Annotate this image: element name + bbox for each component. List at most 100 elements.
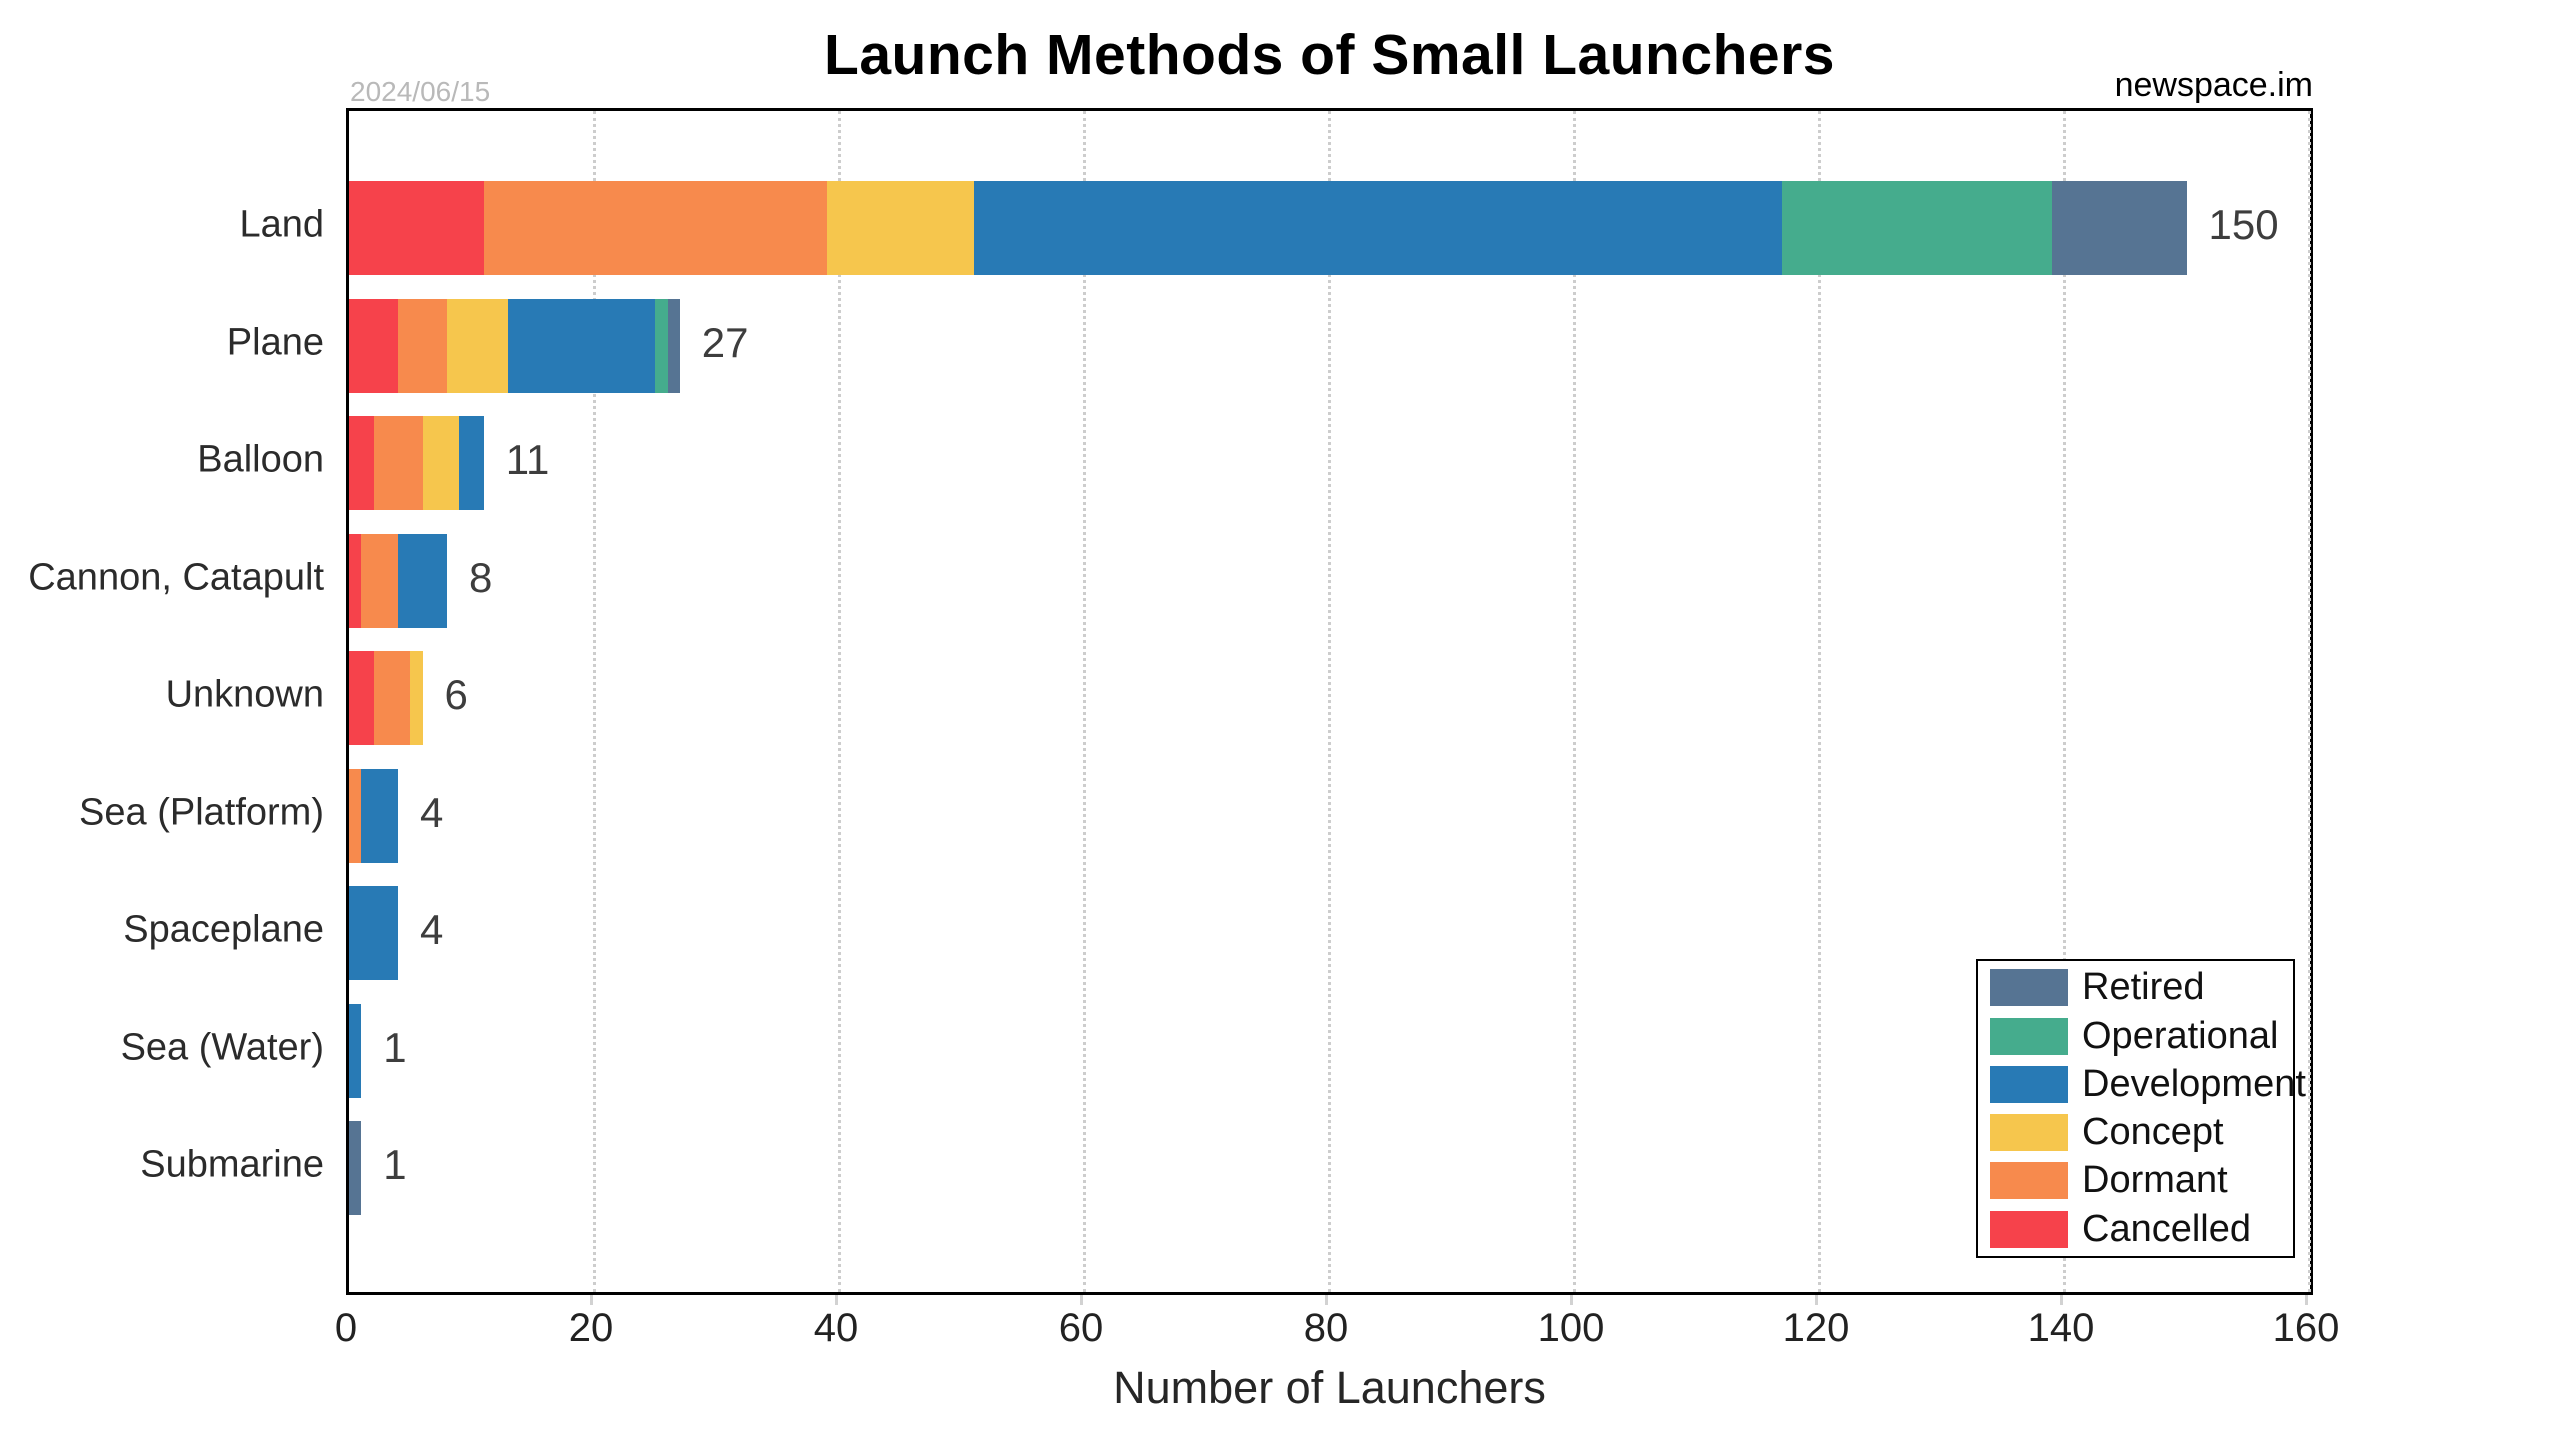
bar-segment-development <box>361 768 398 863</box>
legend-item-retired: Retired <box>1990 966 2293 1009</box>
bar-segment-operational <box>655 298 668 393</box>
bar <box>349 298 680 393</box>
x-tick-mark <box>1325 1295 1328 1305</box>
x-tick-mark <box>2305 1295 2308 1305</box>
legend: Retired Operational Development Concept Dorm… <box>1976 959 2306 1258</box>
bar <box>349 768 398 863</box>
legend-swatch-dormant <box>1990 1162 2068 1200</box>
legend-item-concept: Concept <box>1990 1111 2293 1154</box>
x-tick-label: 120 <box>1782 1306 1850 1350</box>
category-label: Sea (Platform) <box>79 791 324 833</box>
gridline <box>1328 111 1331 1292</box>
x-tick-mark <box>835 1295 838 1305</box>
gridline <box>593 111 596 1292</box>
bar-segment-concept <box>826 181 974 275</box>
legend-item-dormant: Dormant <box>1990 1159 2293 1202</box>
bar <box>349 651 423 745</box>
bar-segment-development <box>973 181 1783 275</box>
date-annotation: 2024/06/15 <box>350 76 491 107</box>
bar <box>349 533 447 628</box>
bar-segment-retired <box>2051 181 2187 275</box>
x-tick-label: 160 <box>2272 1306 2340 1350</box>
bar <box>349 886 398 980</box>
category-label: Sea (Water) <box>120 1026 324 1068</box>
x-tick-mark <box>1570 1295 1573 1305</box>
legend-swatch-cancelled <box>1990 1210 2068 1248</box>
bar-segment-cancelled <box>349 298 398 393</box>
x-tick-label: 40 <box>813 1306 859 1350</box>
category-label: Submarine <box>140 1143 324 1186</box>
bar <box>349 181 2187 275</box>
bar-segment-cancelled <box>349 651 374 745</box>
gridline <box>1818 111 1821 1292</box>
value-label: 27 <box>701 318 749 366</box>
value-label: 6 <box>444 671 468 718</box>
legend-swatch-operational <box>1990 1017 2068 1055</box>
bar-segment-concept <box>447 298 509 393</box>
x-tick-label: 60 <box>1058 1306 1104 1350</box>
bar <box>349 1121 362 1215</box>
gridline <box>1083 111 1086 1292</box>
legend-swatch-development <box>1990 1065 2068 1103</box>
legend-label: Cancelled <box>2082 1207 2251 1250</box>
category-label: Spaceplane <box>123 908 324 951</box>
bar-segment-dormant <box>373 651 411 745</box>
x-axis-label: Number of Launchers <box>1113 1362 1546 1413</box>
gridline <box>2063 111 2066 1292</box>
bar-segment-dormant <box>483 181 827 275</box>
x-tick-label: 140 <box>2027 1306 2095 1350</box>
gridline <box>2308 111 2311 1292</box>
value-label: 8 <box>469 553 493 601</box>
bar-segment-development <box>508 298 656 393</box>
bar-segment-cancelled <box>349 416 374 510</box>
category-label: Plane <box>226 321 324 363</box>
watermark-text: newspace.im <box>2114 66 2313 104</box>
bar-segment-cancelled <box>349 533 362 628</box>
value-label: 4 <box>420 906 444 953</box>
legend-label: Concept <box>2082 1111 2224 1154</box>
category-label: Unknown <box>165 673 324 716</box>
x-tick-mark <box>1815 1295 1818 1305</box>
x-tick-mark <box>1080 1295 1083 1305</box>
bar <box>349 1003 362 1098</box>
chart-title: Launch Methods of Small Launchers <box>824 23 1835 87</box>
x-tick-label: 100 <box>1537 1306 1605 1350</box>
bar-segment-development <box>349 886 398 980</box>
bar-segment-dormant <box>361 533 398 628</box>
legend-label: Dormant <box>2082 1159 2228 1202</box>
bar <box>349 416 484 510</box>
x-tick-mark <box>2060 1295 2063 1305</box>
gridline <box>838 111 841 1292</box>
bar-segment-development <box>398 533 447 628</box>
legend-item-cancelled: Cancelled <box>1990 1208 2293 1251</box>
bar-segment-retired <box>667 298 680 393</box>
value-label: 1 <box>383 1141 407 1188</box>
bar-segment-concept <box>410 651 423 745</box>
x-tick-label: 0 <box>334 1306 358 1350</box>
legend-swatch-concept <box>1990 1114 2068 1152</box>
bar-segment-operational <box>1782 181 2052 275</box>
legend-label: Operational <box>2082 1014 2279 1057</box>
bar-segment-development <box>459 416 484 510</box>
bar-segment-dormant <box>349 768 362 863</box>
legend-label: Development <box>2082 1062 2306 1105</box>
legend-item-operational: Operational <box>1990 1015 2293 1058</box>
category-label: Land <box>239 203 324 246</box>
x-tick-label: 20 <box>568 1306 614 1350</box>
bar-segment-dormant <box>373 416 423 510</box>
bar-segment-retired <box>349 1121 362 1215</box>
value-label: 1 <box>383 1023 407 1071</box>
value-label: 4 <box>420 788 444 836</box>
category-label: Cannon, Catapult <box>28 556 324 598</box>
category-label: Balloon <box>197 438 324 481</box>
bar-segment-development <box>349 1003 362 1098</box>
legend-swatch-retired <box>1990 969 2068 1007</box>
legend-label: Retired <box>2082 966 2205 1009</box>
value-label: 11 <box>505 436 550 483</box>
bar-segment-dormant <box>398 298 447 393</box>
x-tick-mark <box>590 1295 593 1305</box>
gridline <box>1573 111 1576 1292</box>
bar-segment-concept <box>422 416 460 510</box>
legend-item-development: Development <box>1990 1063 2306 1106</box>
